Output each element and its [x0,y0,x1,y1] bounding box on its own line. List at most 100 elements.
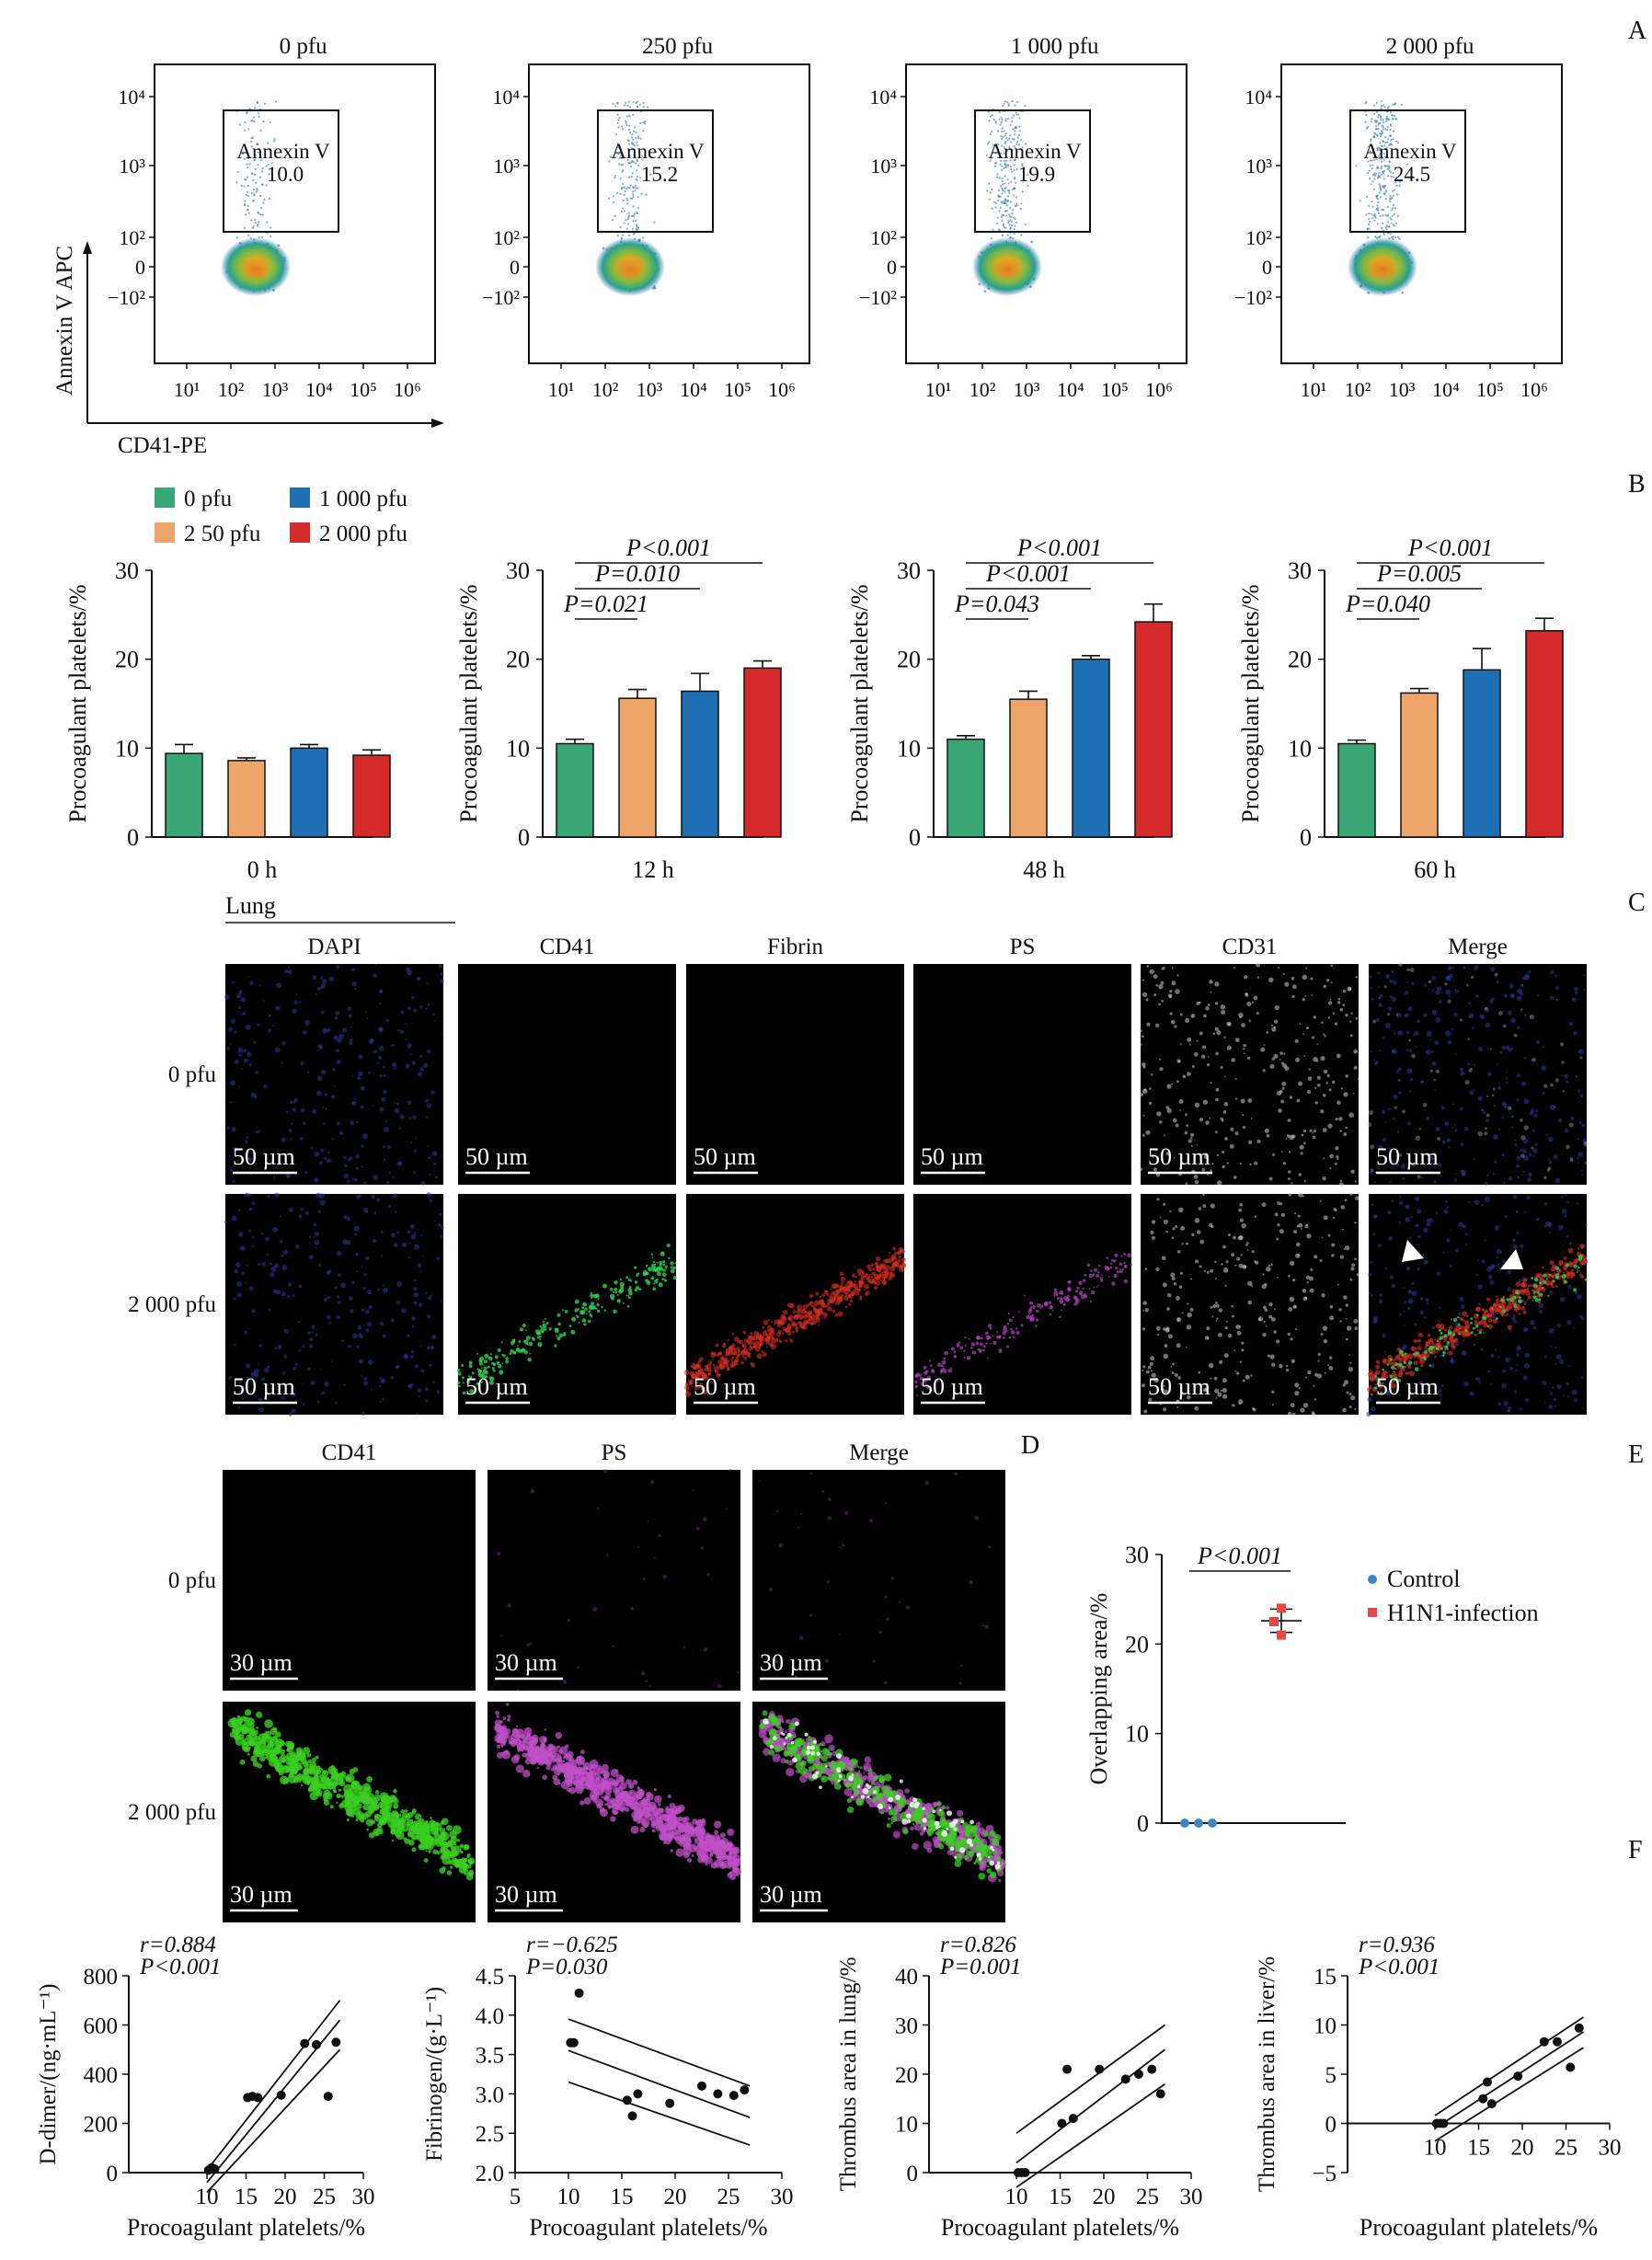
flow-event-dot [253,106,257,109]
stain-speck [1222,1150,1225,1154]
stain-speck [1459,1107,1463,1111]
flow-event-dot [254,167,257,171]
flow-event-dot [254,173,257,176]
stain-speck [304,1171,308,1175]
stain-speck [1402,1177,1405,1180]
stain-speck [360,1085,365,1091]
stain-speck [407,1006,411,1011]
flow-event-dot [254,222,257,224]
stain-speck [409,1053,412,1056]
stain-speck [1254,1161,1258,1165]
flow-event-dot [259,158,262,161]
stain-speck [1210,991,1212,993]
flow-event-dot [1385,228,1388,231]
flow-plot-frame [905,63,1187,364]
stain-speck [431,1334,437,1340]
stain-speck [1329,1166,1332,1169]
stain-speck [368,1072,371,1074]
stain-speck [238,1053,242,1057]
stain-speck [350,1120,355,1126]
stain-speck [1393,1094,1398,1100]
flow-event-dot [1011,100,1014,103]
stain-speck [437,1392,441,1394]
stain-speck [1404,991,1409,995]
flow-event-dot [990,237,992,240]
stain-speck [1212,1032,1216,1035]
stain-speck [1448,1146,1451,1149]
stain-speck [1339,1179,1343,1183]
stain-speck [1549,1161,1553,1164]
flow-event-dot [997,196,1001,199]
flow-event-dot [996,173,999,176]
flow-event-dot [1006,101,1009,104]
flow-event-dot [989,191,992,194]
flow-event-dot [1387,221,1390,224]
bar-y-tick-label: 30 [897,557,921,584]
stain-speck [1234,1131,1239,1136]
stain-speck [316,986,321,992]
stain-speck [1492,1087,1496,1091]
flow-event-dot [1013,168,1015,172]
flow-event-dot [634,137,637,140]
stain-speck [418,1302,422,1307]
flow-event-dot [1379,115,1382,118]
stain-speck [1332,1012,1336,1015]
stain-speck [1256,962,1261,968]
flow-event-dot [623,210,626,212]
flow-event-dot [997,130,1000,132]
stain-speck [1176,974,1179,977]
flow-event-dot [627,217,630,221]
stain-speck [1314,1086,1317,1089]
stain-speck [262,1000,265,1003]
stain-speck [1564,1128,1569,1133]
flow-event-dot [252,116,256,119]
stain-speck [292,1008,297,1014]
stain-speck [1156,1111,1162,1117]
stain-speck [249,981,254,986]
stain-speck [1577,1152,1584,1157]
flow-event-dot [247,204,249,208]
stain-speck [1468,1068,1473,1073]
stain-speck [1368,1109,1374,1116]
bar-0 [556,742,594,838]
flow-plot-frame [528,63,810,364]
stain-speck [1179,1043,1182,1046]
stain-speck [407,969,413,976]
stain-speck [328,976,335,981]
flow-x-tick-label: 10⁶ [1145,378,1173,401]
flow-event-dot [1370,120,1372,123]
stain-speck [350,1026,352,1028]
stain-speck [1568,1122,1574,1128]
stain-speck [343,1173,349,1179]
flow-event-dot [1013,164,1015,166]
stain-speck [1330,981,1333,984]
flow-event-dot [248,163,251,166]
stain-speck [302,1403,305,1406]
stain-speck [293,1366,297,1371]
flow-x-tick-label: 10⁶ [1520,378,1548,401]
stain-speck [376,1288,380,1291]
stain-speck [1524,1057,1527,1060]
stain-speck [312,1108,317,1114]
stain-speck [1434,1040,1440,1046]
flow-event-dot [267,163,270,166]
bar-3 [1134,621,1173,838]
stain-speck [351,968,356,972]
stain-speck [1266,1031,1269,1034]
stain-speck [1536,1040,1541,1044]
flow-event-dot [256,188,258,190]
flow-event-dot [1000,134,1003,138]
stain-speck [1141,1062,1146,1067]
stain-speck [1146,1022,1151,1027]
stain-speck [1372,1059,1376,1061]
stain-speck [1494,1160,1497,1164]
flow-density-peak [241,257,270,281]
stain-speck [1215,1051,1219,1056]
stain-speck [1398,962,1403,967]
stain-speck [231,981,235,984]
stain-speck [1353,1049,1359,1054]
flow-event-dot [622,234,625,236]
flow-event-dot [1004,134,1006,137]
